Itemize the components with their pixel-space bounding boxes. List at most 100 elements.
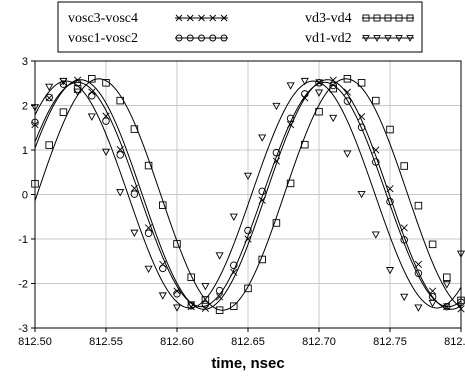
data-point [400,224,408,232]
y-tick-label: 0 [22,190,28,202]
series-vd1-vd2 [30,77,465,312]
legend-marker [220,34,228,42]
data-point [400,162,408,170]
legend-marker [220,14,228,22]
data-point [87,113,96,121]
data-point [244,226,252,235]
y-tick-label: 1 [22,145,28,157]
data-point [343,88,352,96]
x-tick-label: 812.75 [373,336,407,348]
legend-marker [186,14,194,22]
legend-entry: vd3-vd4 [305,11,414,26]
data-point [386,197,394,206]
data-point [343,97,352,105]
data-point [102,79,110,87]
data-point [229,213,238,221]
data-point [272,102,281,111]
data-point [173,240,181,248]
data-point [301,140,309,149]
data-point [88,75,96,83]
data-point [59,77,68,86]
data-point [371,231,380,239]
data-point [144,265,153,274]
data-point [45,93,53,102]
data-point [428,287,437,295]
data-point [414,201,423,210]
legend-marker [209,14,217,22]
data-point [357,190,366,199]
data-point [372,158,380,166]
data-point [286,179,295,188]
data-point [386,185,394,193]
data-point [343,150,352,158]
data-point [357,79,366,87]
data-point [400,293,409,302]
data-point [301,90,309,98]
data-point [244,284,252,293]
data-point [329,76,337,84]
data-point [215,306,224,314]
y-tick-label: -1 [18,234,28,246]
legend-marker [209,34,217,42]
data-point [258,255,266,264]
legend-marker [362,14,370,22]
data-point [215,293,224,301]
data-point [187,273,195,282]
data-point [329,84,337,93]
grid [35,61,461,328]
data-point [428,299,437,308]
data-point [457,296,465,305]
series-layer [30,75,465,314]
data-point [172,304,182,312]
data-point [73,88,82,96]
x-tick-label: 812.65 [231,336,265,348]
data-point [230,302,238,310]
legend-label: vosc3-vosc4 [68,11,138,26]
data-point [201,300,210,309]
legend-box [57,1,423,53]
data-point [372,96,380,105]
data-point [315,79,323,87]
data-point [130,229,139,237]
data-point [385,267,395,275]
legend-marker [395,35,403,42]
data-point [31,121,39,129]
legend-marker [198,14,205,22]
data-point [414,304,423,312]
data-point [315,107,323,116]
legend-marker [186,34,194,42]
data-point [101,148,111,157]
legend-entry: vosc3-vosc4 [68,11,228,26]
legend-marker [373,14,381,22]
data-point [329,114,338,123]
data-point [215,252,224,260]
data-point [201,283,210,291]
data-point [116,96,124,105]
x-tick-label: 812.60 [160,336,194,348]
data-point [116,151,124,159]
legend-label: vd3-vd4 [305,11,352,26]
axes: 812.50 812.55 812.60 812.65 812.70 812.75 812.… [18,56,465,348]
data-point [272,219,281,227]
data-point [286,114,295,123]
legend-entry: vd1-vd2 [305,31,414,46]
data-point [286,82,295,90]
legend: vosc3-vosc4 vosc1-vosc2 vd3-vd4 vd1-vd2 [68,11,414,46]
data-point [215,286,224,295]
data-point [173,289,181,298]
data-point [144,161,153,170]
data-point [457,305,465,313]
data-point [201,296,210,304]
data-point [158,292,167,300]
data-point [258,187,266,196]
data-point [187,301,196,309]
legend-marker [362,35,370,42]
data-point [102,117,110,125]
data-point [386,125,394,134]
data-point [116,189,125,197]
legend-marker [175,34,183,42]
data-point [442,281,451,289]
data-point [130,125,139,133]
